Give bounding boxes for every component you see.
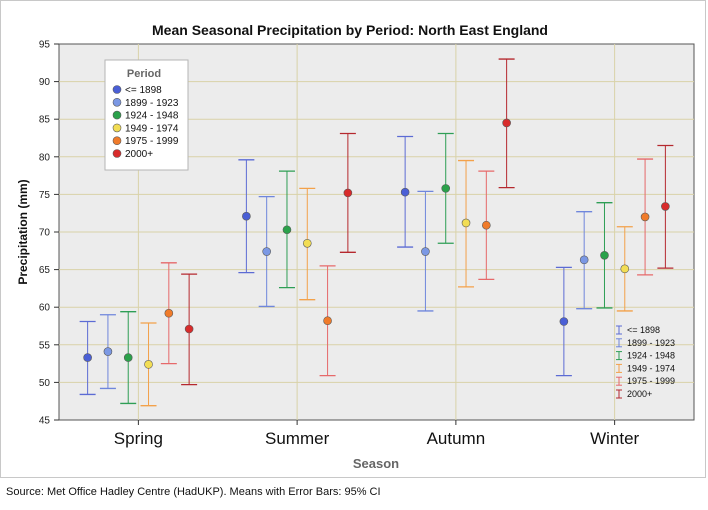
y-tick-label: 85 — [39, 115, 51, 126]
mean-point — [184, 324, 194, 334]
legend-errorbar-label: 2000+ — [627, 389, 652, 399]
legend-main: Period <= 1898 1899 - 1923 1924 - 19481949… — [104, 59, 189, 171]
mean-point — [579, 255, 589, 265]
mean-point — [242, 211, 251, 221]
legend-label: 1975 - 1999 — [125, 136, 179, 147]
axes: 45 50 55 60 65 70 75 80 85 90 95 Spring Summer Autumn… — [39, 40, 640, 449]
y-tick-label: 45 — [39, 416, 51, 427]
chart-title: Mean Seasonal Precipitation by Period: N… — [152, 22, 548, 38]
mean-point — [164, 308, 174, 318]
data-marks — [79, 58, 674, 407]
y-tick-label: 90 — [39, 77, 51, 88]
mean-point — [559, 317, 569, 326]
y-tick-label: 80 — [39, 152, 51, 163]
mean-point — [482, 220, 491, 230]
legend-errorbars: <= 1898 1899 - 1923 1924 - 1948 1949 - 1974… — [616, 325, 675, 399]
legend-marker — [112, 123, 122, 133]
x-tick-label: Winter — [590, 429, 639, 448]
mean-point — [262, 247, 271, 256]
legend-label: <= 1898 — [125, 85, 162, 96]
x-tick-label: Autumn — [427, 429, 486, 448]
legend-errorbar-label: 1949 - 1974 — [627, 363, 675, 373]
legend-title: Period — [127, 68, 161, 80]
legend-errorbar-label: 1924 - 1948 — [627, 351, 675, 361]
mean-point — [640, 212, 650, 222]
mean-point — [461, 218, 471, 228]
mean-point — [83, 353, 92, 362]
y-tick-label: 50 — [39, 378, 51, 389]
legend-label: 2000+ — [125, 149, 153, 160]
mean-point — [400, 187, 410, 197]
legend-errorbar-label: <= 1898 — [627, 325, 660, 335]
mean-point — [103, 347, 113, 356]
mean-point — [441, 184, 451, 193]
legend-marker — [112, 98, 122, 107]
legend-label: 1924 - 1948 — [125, 111, 179, 122]
legend-marker — [112, 110, 122, 120]
legend-label: 1949 - 1974 — [125, 123, 179, 134]
mean-point — [302, 238, 312, 248]
y-tick-label: 95 — [39, 40, 51, 51]
y-tick-label: 65 — [39, 265, 51, 276]
mean-point — [282, 225, 292, 235]
mean-point — [421, 247, 430, 256]
chart-frame — [0, 0, 706, 478]
legend-marker — [112, 136, 122, 145]
x-tick-label: Summer — [265, 429, 330, 448]
legend-marker — [112, 149, 122, 158]
x-tick-label: Spring — [114, 429, 163, 448]
mean-point — [661, 202, 670, 211]
mean-point — [123, 353, 133, 362]
mean-point — [620, 264, 630, 274]
legend-errorbar-label: 1899 - 1923 — [627, 338, 675, 348]
legend-label: 1899 - 1923 — [125, 98, 179, 109]
x-axis-label: Season — [353, 456, 399, 471]
y-axis-label: Precipitation (mm) — [16, 179, 30, 284]
y-tick-label: 60 — [39, 303, 51, 314]
mean-point — [343, 188, 353, 198]
mean-point — [323, 316, 332, 326]
source-note: Source: Met Office Hadley Centre (HadUKP… — [6, 486, 381, 498]
mean-point — [144, 360, 153, 369]
y-tick-label: 55 — [39, 340, 51, 351]
y-tick-label: 70 — [39, 228, 51, 239]
y-tick-label: 75 — [39, 190, 51, 201]
mean-point — [502, 118, 511, 128]
legend-marker — [112, 85, 122, 94]
legend-errorbar-label: 1975 - 1999 — [627, 376, 675, 386]
mean-point — [600, 251, 609, 260]
chart: Mean Seasonal Precipitation by Period: N… — [16, 22, 695, 471]
